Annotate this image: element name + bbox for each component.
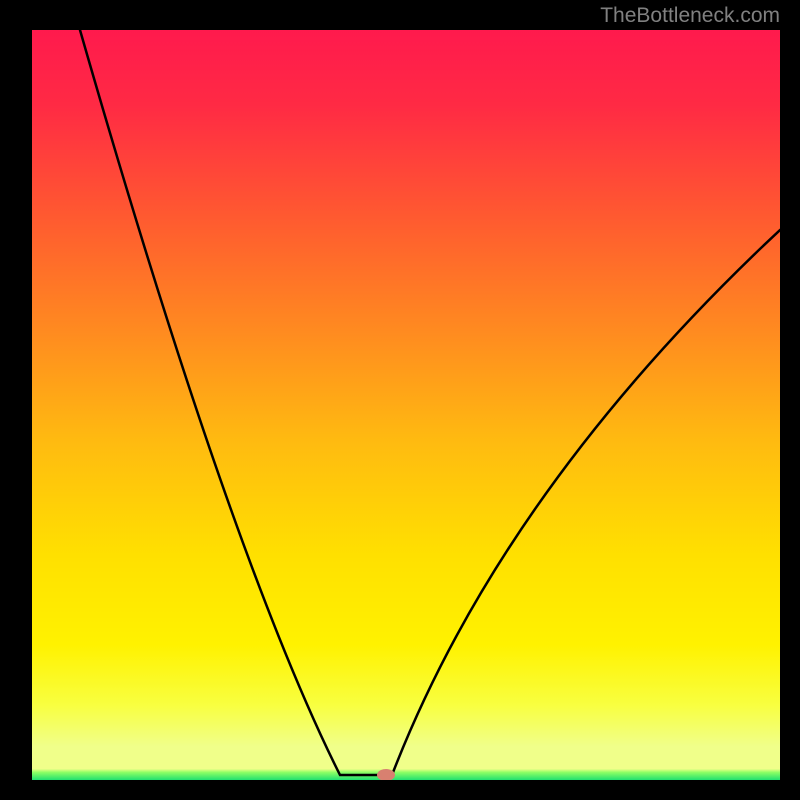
- watermark-text: TheBottleneck.com: [600, 4, 780, 28]
- plot-area: [32, 30, 780, 780]
- curve-layer: [32, 30, 780, 780]
- bottleneck-curve: [80, 30, 780, 775]
- optimum-marker: [377, 769, 395, 780]
